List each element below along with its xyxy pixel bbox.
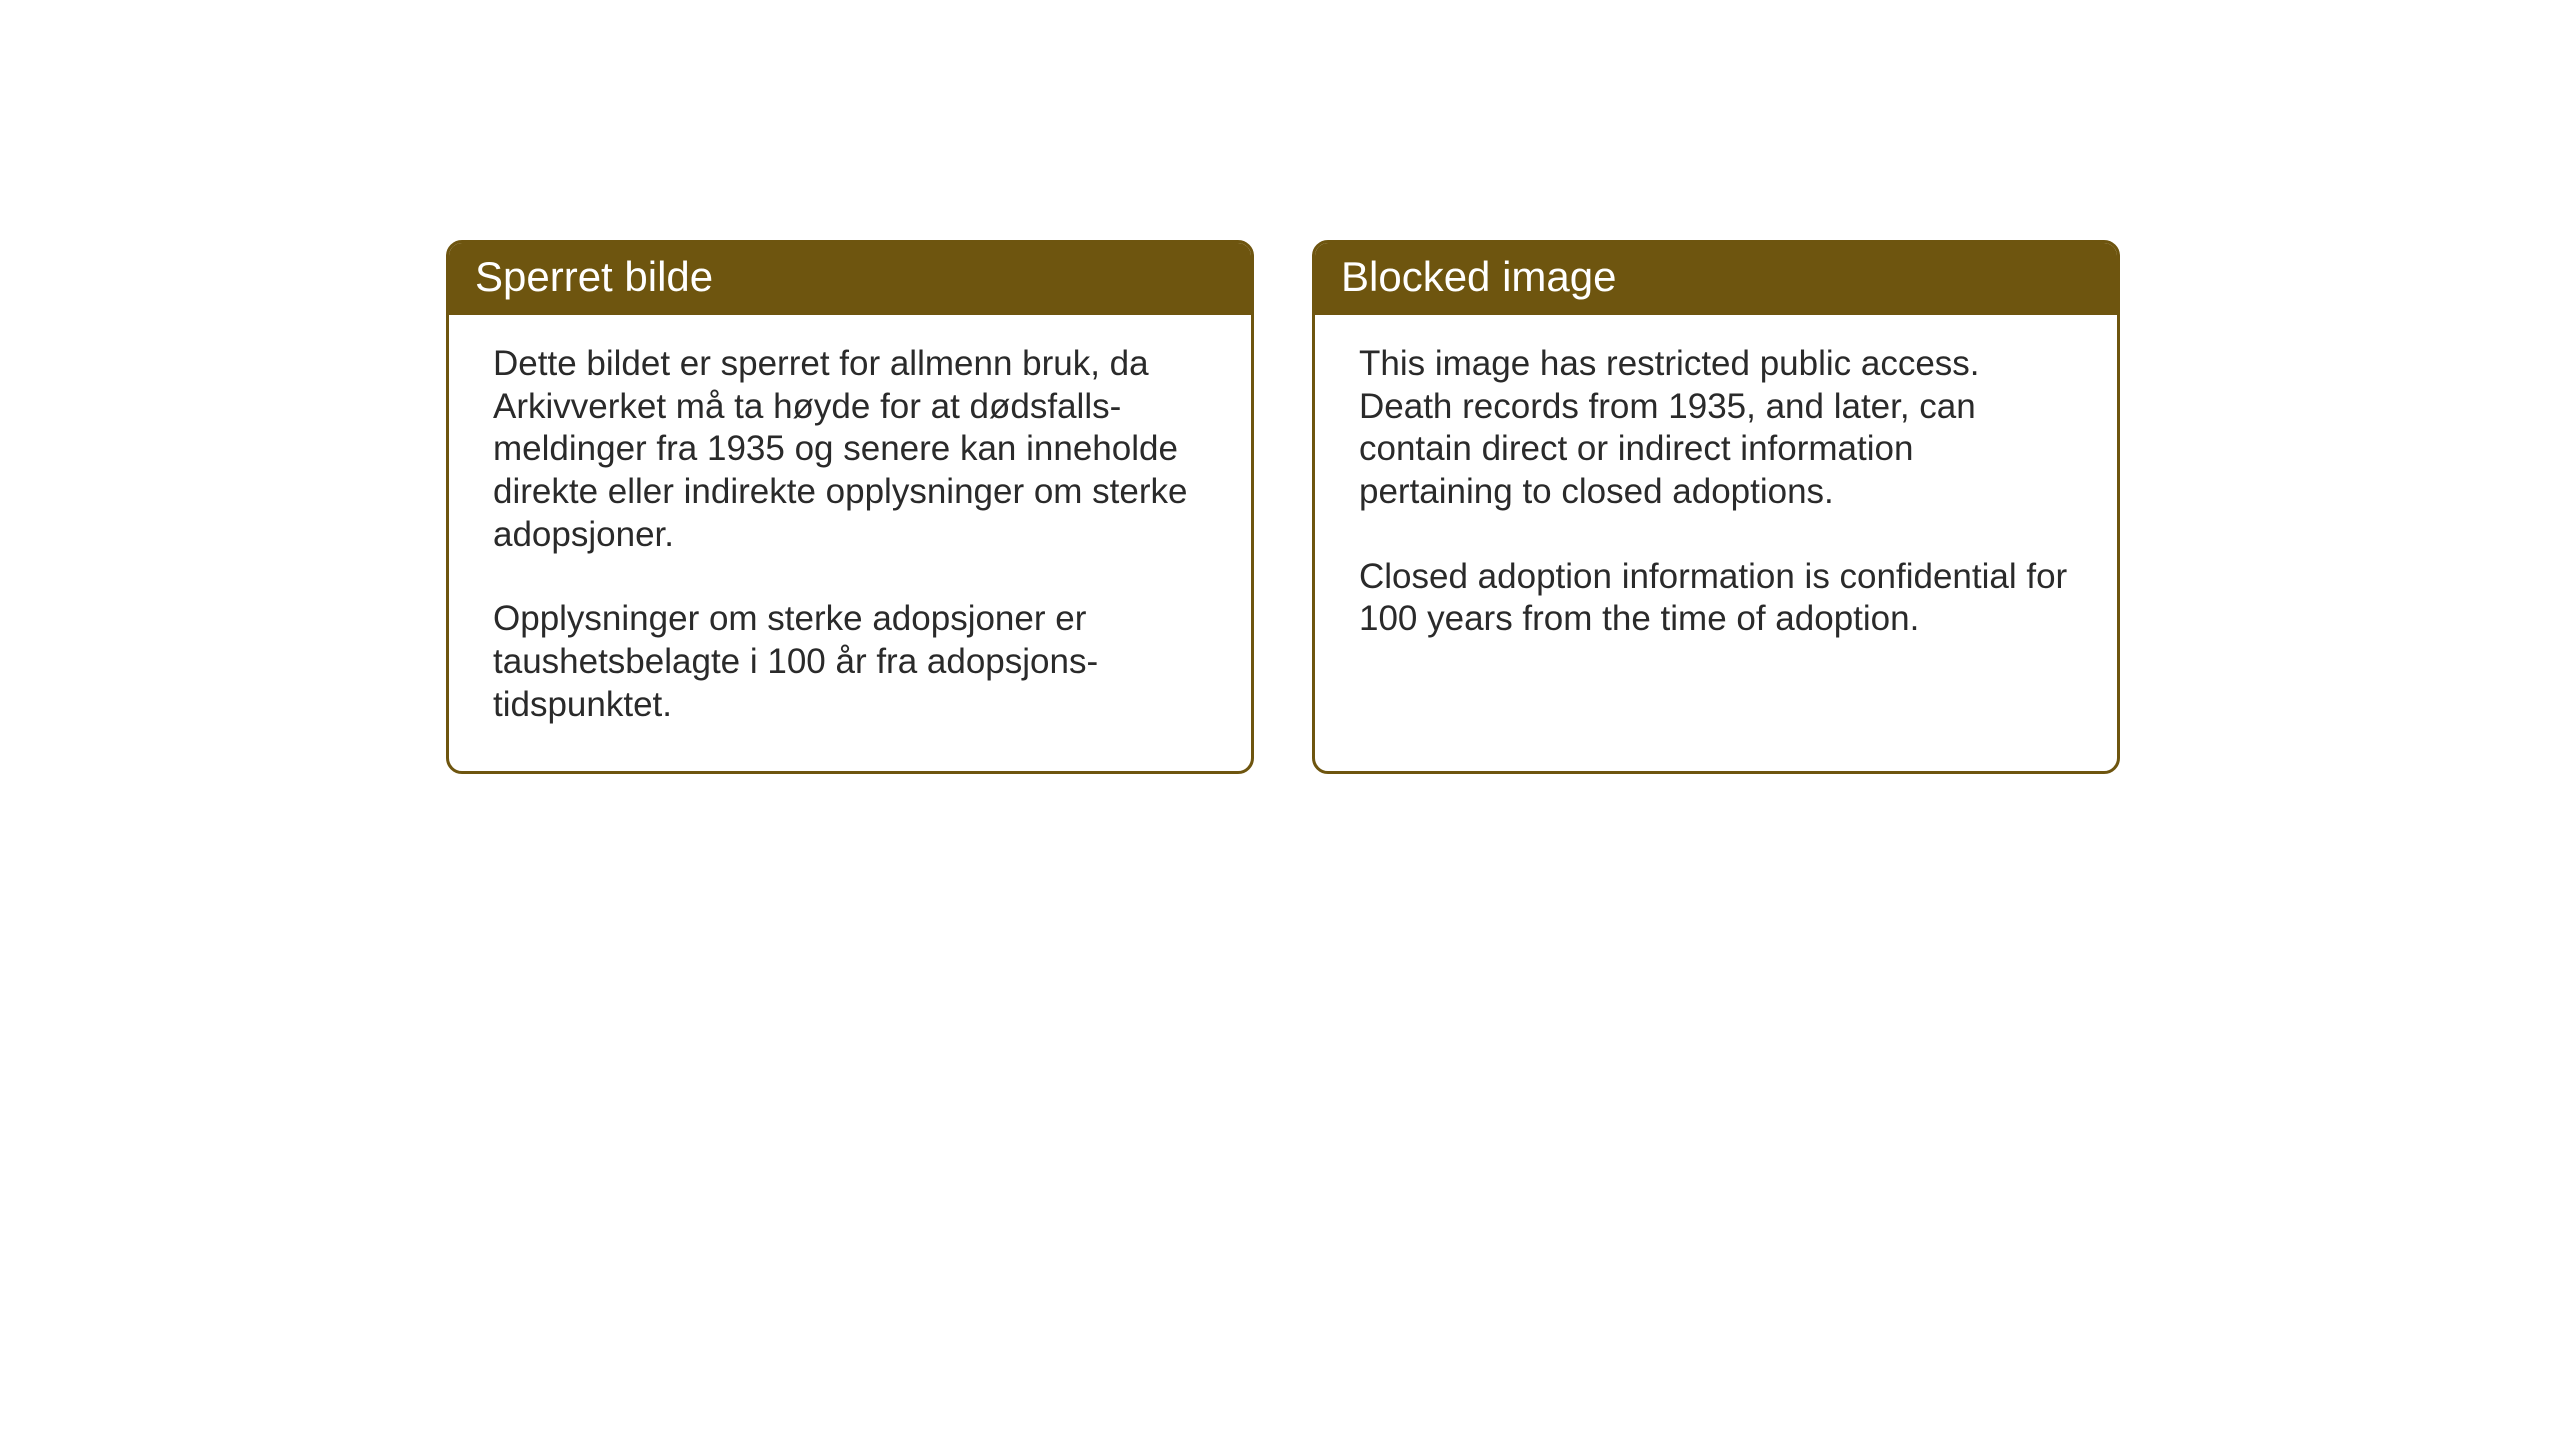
card-paragraph: Opplysninger om sterke adopsjoner er tau… bbox=[493, 598, 1207, 726]
card-title: Sperret bilde bbox=[475, 253, 713, 300]
card-header-norwegian: Sperret bilde bbox=[449, 243, 1251, 315]
card-header-english: Blocked image bbox=[1315, 243, 2117, 315]
card-english: Blocked image This image has restricted … bbox=[1312, 240, 2120, 774]
card-norwegian: Sperret bilde Dette bildet er sperret fo… bbox=[446, 240, 1254, 774]
card-paragraph: Dette bildet er sperret for allmenn bruk… bbox=[493, 343, 1207, 556]
card-paragraph: Closed adoption information is confident… bbox=[1359, 556, 2073, 641]
card-paragraph: This image has restricted public access.… bbox=[1359, 343, 2073, 514]
card-title: Blocked image bbox=[1341, 253, 1616, 300]
cards-container: Sperret bilde Dette bildet er sperret fo… bbox=[446, 240, 2120, 774]
card-body-norwegian: Dette bildet er sperret for allmenn bruk… bbox=[449, 315, 1251, 771]
card-body-english: This image has restricted public access.… bbox=[1315, 315, 2117, 685]
